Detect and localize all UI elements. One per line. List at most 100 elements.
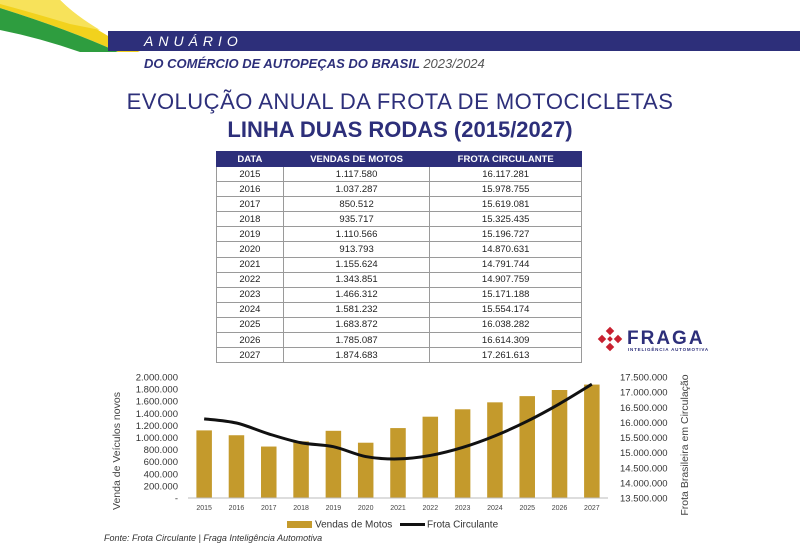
x-tick-label: 2027 bbox=[584, 505, 600, 512]
cell-fleet: 15.196.727 bbox=[429, 226, 582, 243]
bar-series bbox=[196, 384, 600, 498]
y2-tick-label: 15.500.000 bbox=[620, 433, 668, 444]
y-tick-label: 1.200.000 bbox=[136, 421, 178, 432]
cell-sales: 1.683.872 bbox=[282, 316, 431, 334]
table-row: 2023 1.466.312 15.171.188 bbox=[216, 286, 582, 303]
page-subtitle: LINHA DUAS RODAS (2015/2027) bbox=[227, 117, 573, 142]
cell-year: 2023 bbox=[216, 286, 284, 303]
y-tick-label: 1.800.000 bbox=[136, 385, 178, 396]
cell-year: 2025 bbox=[216, 316, 284, 334]
cell-year: 2027 bbox=[216, 347, 284, 364]
x-tick-label: 2017 bbox=[261, 505, 277, 512]
line-series bbox=[203, 382, 593, 461]
table-row: 2016 1.037.287 15.978.755 bbox=[216, 181, 582, 198]
y2-tick-label: 16.000.000 bbox=[620, 418, 668, 429]
y-tick-label: 1.000.000 bbox=[136, 433, 178, 444]
brand-subtitle-text: DO COMÉRCIO DE AUTOPEÇAS DO BRASIL bbox=[144, 56, 420, 71]
y-tick-label: 800.000 bbox=[144, 445, 178, 456]
cell-year: 2021 bbox=[216, 256, 284, 273]
y-tick-label: 2.000.000 bbox=[136, 373, 178, 384]
y-axis-ticks: -200.000400.000600.000800.0001.000.0001.… bbox=[136, 373, 178, 505]
table-row: 2019 1.110.566 15.196.727 bbox=[216, 226, 582, 243]
cell-fleet: 14.907.759 bbox=[429, 271, 582, 288]
bar-2018 bbox=[293, 441, 309, 498]
table-header-row: DATA VENDAS DE MOTOS FROTA CIRCULANTE bbox=[216, 151, 582, 167]
x-tick-label: 2025 bbox=[519, 505, 535, 512]
col-header-vendas: VENDAS DE MOTOS bbox=[282, 151, 431, 167]
y-tick-label: 600.000 bbox=[144, 457, 178, 468]
x-tick-label: 2021 bbox=[390, 505, 406, 512]
cell-fleet: 15.978.755 bbox=[429, 181, 582, 198]
y-tick-label: 200.000 bbox=[144, 481, 178, 492]
cell-year: 2020 bbox=[216, 241, 284, 258]
table-row: 2026 1.785.087 16.614.309 bbox=[216, 332, 582, 349]
bar-2025 bbox=[519, 396, 535, 498]
brand-year: 2023/2024 bbox=[423, 56, 485, 71]
table-row: 2020 913.793 14.870.631 bbox=[216, 241, 582, 258]
cell-fleet: 16.117.281 bbox=[429, 165, 582, 183]
logo-tagline: INTELIGÊNCIA AUTOMOTIVA bbox=[628, 347, 709, 352]
y-tick-label: 1.400.000 bbox=[136, 409, 178, 420]
bar-2015 bbox=[196, 430, 212, 498]
cell-year: 2019 bbox=[216, 226, 284, 243]
corner-stripes bbox=[0, 0, 140, 52]
cell-sales: 935.717 bbox=[282, 211, 431, 228]
table-row: 2015 1.117.580 16.117.281 bbox=[216, 165, 582, 183]
bar-2017 bbox=[261, 446, 277, 498]
cell-sales: 1.581.232 bbox=[282, 301, 431, 318]
cell-year: 2017 bbox=[216, 196, 284, 213]
x-tick-label: 2026 bbox=[552, 505, 568, 512]
bar-2021 bbox=[390, 428, 406, 498]
bar-2024 bbox=[487, 402, 503, 498]
cell-fleet: 16.614.309 bbox=[429, 332, 582, 349]
bar-2020 bbox=[357, 442, 374, 498]
cell-fleet: 15.619.081 bbox=[429, 196, 582, 213]
y-axis-label: Venda de Veículos novos bbox=[111, 392, 123, 510]
y-tick-label: - bbox=[175, 494, 178, 505]
y-tick-label: 1.600.000 bbox=[136, 397, 178, 408]
cell-sales: 1.110.566 bbox=[282, 226, 431, 243]
fraga-logo-mark bbox=[597, 326, 623, 352]
bar-2022 bbox=[422, 416, 439, 498]
cell-year: 2022 bbox=[216, 271, 284, 288]
table-row: 2027 1.874.683 17.261.613 bbox=[216, 347, 582, 364]
cell-fleet: 16.038.282 bbox=[429, 316, 582, 334]
x-tick-label: 2023 bbox=[455, 505, 471, 512]
cell-year: 2024 bbox=[216, 301, 284, 318]
y2-tick-label: 13.500.000 bbox=[620, 494, 668, 505]
cell-fleet: 17.261.613 bbox=[429, 347, 582, 364]
cell-sales: 1.785.087 bbox=[282, 332, 431, 349]
cell-fleet: 14.870.631 bbox=[429, 241, 582, 258]
legend-swatch-bar bbox=[287, 521, 312, 528]
cell-sales: 1.117.580 bbox=[282, 165, 431, 183]
x-tick-label: 2018 bbox=[293, 505, 309, 512]
cell-fleet: 15.171.188 bbox=[429, 286, 582, 303]
legend: Vendas de Motos Frota Circulante bbox=[287, 520, 499, 531]
cell-sales: 1.037.287 bbox=[282, 181, 431, 198]
table-row: 2017 850.512 15.619.081 bbox=[216, 196, 582, 213]
cell-sales: 913.793 bbox=[282, 241, 431, 258]
legend-label-bar: Vendas de Motos bbox=[315, 520, 392, 531]
y2-axis-ticks: 13.500.000 14.000.000 14.500.000 15.000.000… bbox=[620, 373, 668, 505]
brand-title: ANUÁRIO bbox=[144, 33, 243, 49]
cell-year: 2016 bbox=[216, 181, 284, 198]
y2-tick-label: 16.500.000 bbox=[620, 403, 668, 414]
bar-2019 bbox=[325, 430, 342, 498]
x-tick-label: 2015 bbox=[196, 505, 212, 512]
cell-sales: 1.343.851 bbox=[282, 271, 431, 288]
table-row: 2021 1.155.624 14.791.744 bbox=[216, 256, 582, 273]
x-tick-label: 2024 bbox=[487, 505, 503, 512]
table-row: 2018 935.717 15.325.435 bbox=[216, 211, 582, 228]
col-header-data: DATA bbox=[216, 151, 284, 167]
brand-subtitle: DO COMÉRCIO DE AUTOPEÇAS DO BRASIL 2023/… bbox=[144, 56, 485, 71]
cell-year: 2026 bbox=[216, 332, 284, 349]
cell-sales: 1.466.312 bbox=[282, 286, 431, 303]
combo-chart: Venda de Veículos novos Frota Brasileira… bbox=[111, 373, 691, 531]
x-tick-label: 2016 bbox=[229, 505, 245, 512]
bar-2023 bbox=[454, 409, 471, 498]
legend-label-line: Frota Circulante bbox=[427, 520, 499, 531]
y2-tick-label: 17.500.000 bbox=[620, 373, 668, 384]
y2-tick-label: 17.000.000 bbox=[620, 388, 668, 399]
x-axis-ticks: 2015 2016 2017 2018 2019 2020 2021 2022 2023 2024… bbox=[188, 497, 608, 512]
y2-tick-label: 14.000.000 bbox=[620, 478, 668, 489]
